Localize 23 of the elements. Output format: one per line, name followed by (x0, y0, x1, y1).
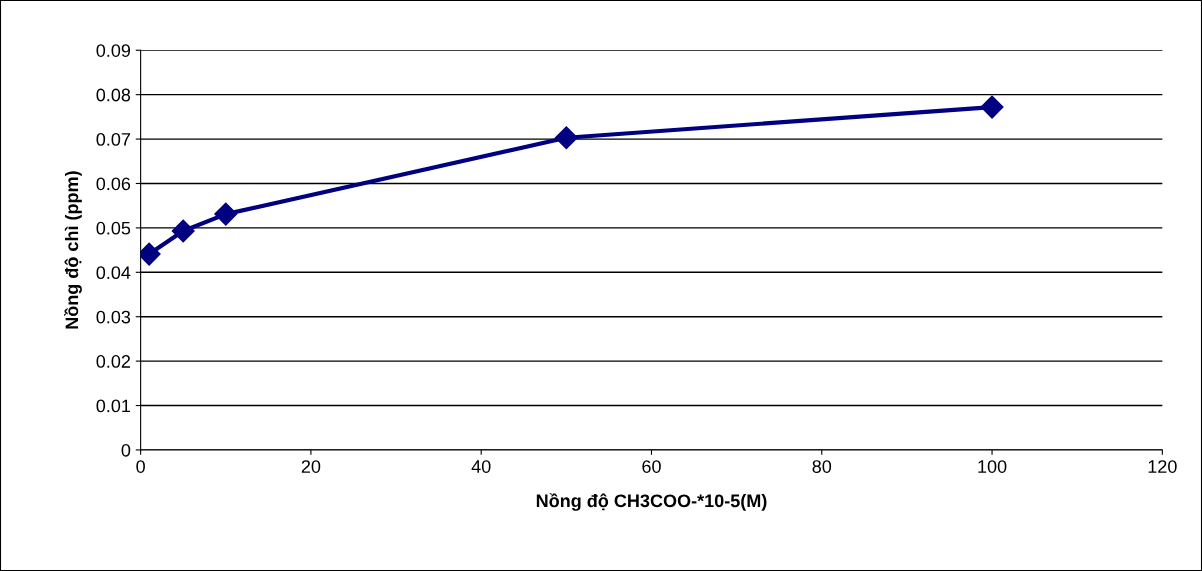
point (554, 126, 578, 150)
x-tick-label: 80 (812, 460, 832, 473)
point (214, 202, 238, 226)
y-tick-label: 0 (121, 443, 131, 457)
y-tick-label: 0.07 (96, 133, 131, 146)
point (171, 219, 195, 243)
y-tick-label: 0.02 (96, 355, 131, 368)
x-axis-title: Nồng độ CH3COO-*10-5(M) (536, 493, 767, 511)
x-tick-label: 0 (136, 460, 145, 473)
x-tick-label: 100 (978, 460, 1007, 473)
y-tick-label: 0.05 (96, 221, 131, 235)
y-axis-title: Nồng độ chì (ppm) (64, 171, 82, 329)
point (980, 95, 1004, 119)
y-tick-label: 0.03 (96, 310, 131, 324)
x-tick-label: 40 (471, 460, 491, 473)
x-tick-label: 20 (301, 460, 321, 473)
y-tick-label: 0.09 (96, 44, 131, 57)
x-tick-label: 120 (1148, 460, 1177, 473)
y-tick-label: 0.04 (96, 266, 131, 280)
x-tick-label: 60 (642, 460, 661, 473)
y-tick-label: 0.01 (96, 399, 131, 413)
y-tick-label: 0.06 (96, 177, 131, 191)
y-tick-label: 0.08 (96, 88, 131, 102)
